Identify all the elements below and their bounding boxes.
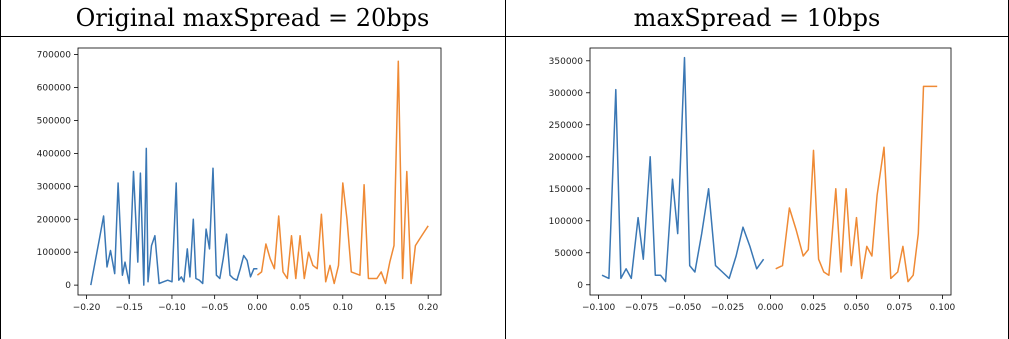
table-border-left <box>0 0 1 339</box>
x-tick-label: 0.000 <box>758 303 784 313</box>
y-tick-label: 300000 <box>37 182 72 192</box>
y-tick-label: 100000 <box>37 248 72 258</box>
y-tick-label: 300000 <box>549 89 584 99</box>
x-tick-label: −0.10 <box>158 303 186 313</box>
y-tick-label: 700000 <box>37 51 72 61</box>
series-line-1 <box>90 147 258 286</box>
y-tick-label: 500000 <box>37 116 72 126</box>
x-tick-label: 0.15 <box>375 303 395 313</box>
y-tick-label: 100000 <box>549 217 584 227</box>
x-tick-label: 0.20 <box>418 303 438 313</box>
x-tick-label: −0.20 <box>73 303 101 313</box>
series-line-2 <box>775 85 938 283</box>
x-tick-label: 0.100 <box>930 303 956 313</box>
x-tick-label: 0.050 <box>844 303 870 313</box>
y-tick-label: 200000 <box>37 215 72 225</box>
series-line-2 <box>256 60 429 285</box>
plot-frame <box>589 47 952 296</box>
y-tick-label: 250000 <box>549 121 584 131</box>
x-tick-label: −0.100 <box>582 303 616 313</box>
panel-title-left: Original maxSpread = 20bps <box>75 4 430 32</box>
x-tick-label: 0.025 <box>801 303 827 313</box>
x-tick-label: 0.00 <box>247 303 267 313</box>
y-tick-label: 400000 <box>37 149 72 159</box>
table-header-rule <box>0 36 1009 37</box>
y-tick-label: 0 <box>65 281 71 291</box>
x-tick-label: −0.075 <box>625 303 658 313</box>
chart-right: −0.100 −0.075 −0.050 −0.025 0.000 0.025 0.050 0… <box>549 47 956 313</box>
y-tick-label: 200000 <box>549 153 584 163</box>
y-tick-label: 350000 <box>549 57 584 67</box>
x-tick-label: 0.10 <box>333 303 353 313</box>
plot-frame <box>77 47 442 296</box>
y-tick-label: 0 <box>577 281 583 291</box>
x-tick-label: −0.15 <box>115 303 143 313</box>
x-tick-label: −0.050 <box>668 303 702 313</box>
y-tick-label: 50000 <box>554 249 583 259</box>
x-tick-label: 0.05 <box>290 303 310 313</box>
table-border-middle <box>505 0 506 339</box>
x-tick-label: −0.025 <box>711 303 744 313</box>
series-line-1 <box>601 56 765 283</box>
chart-left: −0.20 −0.15 −0.10 −0.05 0.00 0.05 0.10 0.15 0.20… <box>37 47 442 313</box>
panel-title-right: maxSpread = 10bps <box>633 4 881 32</box>
x-tick-label: −0.05 <box>201 303 229 313</box>
y-tick-label: 150000 <box>549 185 584 195</box>
y-tick-label: 600000 <box>37 84 72 94</box>
x-tick-label: 0.075 <box>887 303 913 313</box>
